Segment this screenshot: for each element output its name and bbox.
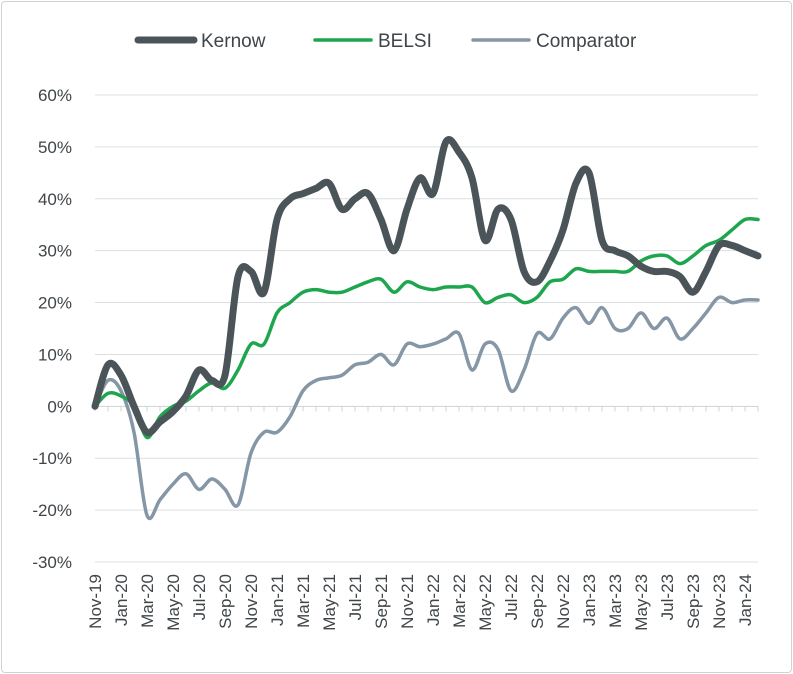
gridlines xyxy=(95,94,758,563)
x-tick-label: Jul-21 xyxy=(346,574,365,620)
x-tick-label: Nov-21 xyxy=(398,574,417,629)
x-tick-label: Sep-23 xyxy=(684,574,703,629)
x-tick-label: Mar-20 xyxy=(138,574,157,628)
x-tick-label: Jan-24 xyxy=(736,574,755,626)
legend-label-belsi: BELSI xyxy=(378,31,432,52)
y-tick-label: 20% xyxy=(38,294,72,313)
legend: Kernow BELSI Comparator xyxy=(134,31,637,52)
y-tick-label: 0% xyxy=(47,397,72,416)
x-tick-label: Jan-20 xyxy=(112,574,131,626)
y-tick-label: 10% xyxy=(38,345,72,364)
y-axis-tick-labels: 60% 50% 40% 30% 20% 10% 0% -10% -20% -30% xyxy=(32,86,72,572)
y-tick-label: -10% xyxy=(32,449,72,468)
x-tick-label: May-21 xyxy=(320,574,339,631)
y-tick-label: 50% xyxy=(38,138,72,157)
x-tick-label: Jul-23 xyxy=(658,574,677,620)
x-tick-label: Sep-20 xyxy=(216,574,235,629)
x-tick-label: May-23 xyxy=(632,574,651,631)
x-tick-label: Jul-20 xyxy=(190,574,209,620)
legend-label-kernow: Kernow xyxy=(201,31,266,52)
y-tick-label: -20% xyxy=(32,501,72,520)
x-tick-label: May-20 xyxy=(164,574,183,631)
x-tick-label: Jan-22 xyxy=(424,574,443,626)
y-tick-label: -30% xyxy=(32,553,72,572)
series-lines xyxy=(91,136,762,521)
x-tick-label: Nov-19 xyxy=(86,574,105,629)
x-tick-label: Sep-21 xyxy=(372,574,391,629)
x-tick-label: Nov-22 xyxy=(554,574,573,629)
series-line-comparator xyxy=(93,295,760,521)
y-tick-label: 60% xyxy=(38,86,72,105)
x-tick-label: Jan-21 xyxy=(268,574,287,626)
x-axis xyxy=(94,406,759,412)
x-tick-label: Mar-23 xyxy=(606,574,625,628)
x-tick-label: Jul-22 xyxy=(502,574,521,620)
series-line-kernow xyxy=(91,136,762,437)
legend-label-comparator: Comparator xyxy=(536,31,637,52)
x-tick-label: Sep-22 xyxy=(528,574,547,629)
x-tick-label: Nov-20 xyxy=(242,574,261,629)
x-tick-label: Jan-23 xyxy=(580,574,599,626)
x-tick-label: Mar-21 xyxy=(294,574,313,628)
x-axis-tick-labels: Nov-19 Jan-20 Mar-20 May-20 Jul-20 Sep-20 Nov-… xyxy=(86,574,755,631)
y-tick-label: 40% xyxy=(38,190,72,209)
x-tick-label: May-22 xyxy=(476,574,495,631)
x-tick-label: Nov-23 xyxy=(710,574,729,629)
x-tick-label: Mar-22 xyxy=(450,574,469,628)
y-tick-label: 30% xyxy=(38,242,72,261)
series-line-belsi xyxy=(93,217,760,440)
